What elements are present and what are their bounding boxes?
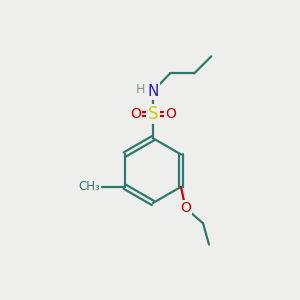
Text: N: N (148, 84, 159, 99)
Text: O: O (130, 107, 141, 121)
Text: CH₃: CH₃ (79, 180, 101, 193)
Text: S: S (148, 105, 158, 123)
Text: O: O (180, 201, 191, 215)
Text: H: H (136, 83, 145, 96)
Text: O: O (165, 107, 176, 121)
